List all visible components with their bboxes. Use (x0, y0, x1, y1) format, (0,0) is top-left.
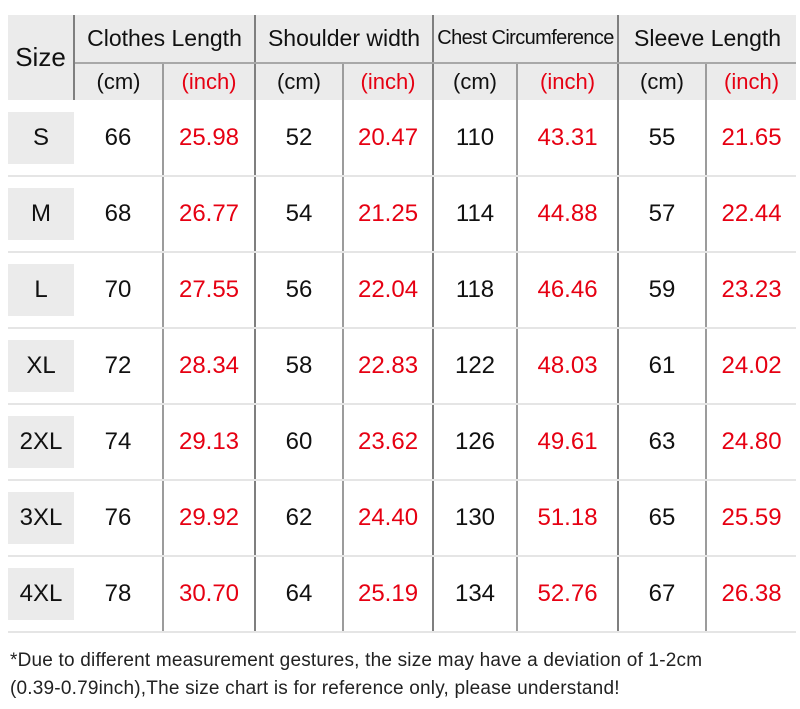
cell-sleeve-cm: 63 (618, 404, 708, 481)
cell-chest-inch: 49.61 (517, 404, 620, 481)
cell-clothes-inch: 25.98 (163, 100, 257, 177)
cell-clothes-inch: 26.77 (163, 176, 257, 253)
unit-clothes-inch: (inch) (163, 63, 257, 100)
size-cell: XL (8, 328, 74, 405)
header-shoulder-width: Shoulder width (255, 15, 435, 64)
cell-shoulder-inch: 20.47 (343, 100, 435, 177)
size-chart-page: Size Clothes Length Shoulder width Chest… (0, 15, 800, 709)
cell-shoulder-inch: 25.19 (343, 556, 435, 633)
table-header: Size Clothes Length Shoulder width Chest… (8, 15, 797, 100)
size-chart-table: Size Clothes Length Shoulder width Chest… (8, 15, 797, 633)
size-cell: 3XL (8, 480, 74, 557)
cell-shoulder-inch: 21.25 (343, 176, 435, 253)
table-row: 3XL 76 29.92 62 24.40 130 51.18 65 25.59 (8, 480, 797, 557)
cell-sleeve-inch: 21.65 (706, 100, 797, 177)
size-label: 2XL (8, 416, 74, 468)
cell-clothes-cm: 68 (74, 176, 164, 253)
table-row: XL 72 28.34 58 22.83 122 48.03 61 24.02 (8, 328, 797, 405)
cell-sleeve-inch: 24.02 (706, 328, 797, 405)
cell-chest-cm: 122 (433, 328, 519, 405)
size-label: M (8, 188, 74, 240)
cell-chest-cm: 110 (433, 100, 519, 177)
unit-chest-inch: (inch) (517, 63, 620, 100)
cell-sleeve-cm: 55 (618, 100, 708, 177)
unit-shoulder-inch: (inch) (343, 63, 435, 100)
unit-chest-cm: (cm) (433, 63, 519, 100)
cell-chest-cm: 118 (433, 252, 519, 329)
size-cell: M (8, 176, 74, 253)
cell-sleeve-inch: 23.23 (706, 252, 797, 329)
cell-clothes-cm: 66 (74, 100, 164, 177)
footnote: *Due to different measurement gestures, … (10, 647, 800, 703)
cell-shoulder-cm: 60 (255, 404, 345, 481)
table-row: L 70 27.55 56 22.04 118 46.46 59 23.23 (8, 252, 797, 329)
header-sleeve-length: Sleeve Length (618, 15, 797, 64)
header-size: Size (8, 15, 75, 100)
cell-shoulder-cm: 54 (255, 176, 345, 253)
header-clothes-length: Clothes Length (74, 15, 257, 64)
cell-clothes-cm: 76 (74, 480, 164, 557)
cell-sleeve-inch: 26.38 (706, 556, 797, 633)
cell-chest-inch: 44.88 (517, 176, 620, 253)
cell-shoulder-inch: 22.83 (343, 328, 435, 405)
footnote-line2: (0.39-0.79inch),The size chart is for re… (10, 678, 620, 699)
size-cell: 2XL (8, 404, 74, 481)
cell-shoulder-inch: 24.40 (343, 480, 435, 557)
cell-shoulder-cm: 58 (255, 328, 345, 405)
cell-clothes-cm: 74 (74, 404, 164, 481)
header-group-row: Size Clothes Length Shoulder width Chest… (8, 15, 797, 100)
size-label: XL (8, 340, 74, 392)
cell-chest-cm: 114 (433, 176, 519, 253)
cell-sleeve-cm: 59 (618, 252, 708, 329)
cell-clothes-inch: 28.34 (163, 328, 257, 405)
size-label: S (8, 111, 74, 164)
size-cell: 4XL (8, 556, 74, 633)
cell-clothes-inch: 27.55 (163, 252, 257, 329)
cell-chest-inch: 48.03 (517, 328, 620, 405)
cell-clothes-inch: 29.92 (163, 480, 257, 557)
table-body: S 66 25.98 52 20.47 110 43.31 55 21.65 M… (8, 100, 797, 633)
cell-chest-inch: 51.18 (517, 480, 620, 557)
cell-shoulder-cm: 64 (255, 556, 345, 633)
cell-sleeve-inch: 24.80 (706, 404, 797, 481)
footnote-line1: *Due to different measurement gestures, … (10, 650, 703, 671)
cell-shoulder-cm: 62 (255, 480, 345, 557)
size-label: L (8, 264, 74, 316)
cell-sleeve-inch: 22.44 (706, 176, 797, 253)
cell-chest-cm: 134 (433, 556, 519, 633)
unit-sleeve-cm: (cm) (618, 63, 708, 100)
table-row: 4XL 78 30.70 64 25.19 134 52.76 67 26.38 (8, 556, 797, 633)
size-cell: S (8, 100, 74, 177)
cell-shoulder-inch: 23.62 (343, 404, 435, 481)
cell-clothes-cm: 70 (74, 252, 164, 329)
cell-chest-inch: 43.31 (517, 100, 620, 177)
table-row: M 68 26.77 54 21.25 114 44.88 57 22.44 (8, 176, 797, 253)
cell-chest-inch: 52.76 (517, 556, 620, 633)
size-label: 4XL (8, 568, 74, 620)
unit-clothes-cm: (cm) (74, 63, 164, 100)
size-cell: L (8, 252, 74, 329)
cell-shoulder-inch: 22.04 (343, 252, 435, 329)
unit-shoulder-cm: (cm) (255, 63, 345, 100)
cell-sleeve-cm: 61 (618, 328, 708, 405)
header-unit-row: (cm) (inch) (cm) (inch) (cm) (inch) (cm)… (8, 63, 797, 100)
cell-clothes-cm: 72 (74, 328, 164, 405)
table-row: 2XL 74 29.13 60 23.62 126 49.61 63 24.80 (8, 404, 797, 481)
table-row: S 66 25.98 52 20.47 110 43.31 55 21.65 (8, 100, 797, 177)
cell-sleeve-cm: 57 (618, 176, 708, 253)
cell-shoulder-cm: 52 (255, 100, 345, 177)
cell-shoulder-cm: 56 (255, 252, 345, 329)
size-label: 3XL (8, 492, 74, 544)
cell-clothes-cm: 78 (74, 556, 164, 633)
cell-chest-cm: 130 (433, 480, 519, 557)
cell-sleeve-cm: 65 (618, 480, 708, 557)
cell-clothes-inch: 30.70 (163, 556, 257, 633)
cell-sleeve-inch: 25.59 (706, 480, 797, 557)
cell-clothes-inch: 29.13 (163, 404, 257, 481)
unit-sleeve-inch: (inch) (706, 63, 797, 100)
cell-chest-cm: 126 (433, 404, 519, 481)
cell-chest-inch: 46.46 (517, 252, 620, 329)
cell-sleeve-cm: 67 (618, 556, 708, 633)
header-chest-circumference: Chest Circumference (433, 15, 620, 64)
